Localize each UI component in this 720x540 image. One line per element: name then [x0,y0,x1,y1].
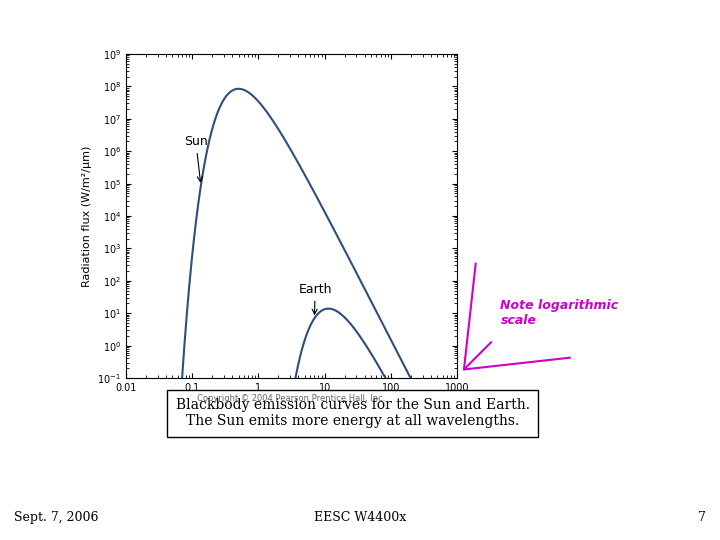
Text: EESC W4400x: EESC W4400x [314,511,406,524]
Text: Sept. 7, 2006: Sept. 7, 2006 [14,511,99,524]
Text: Copyright © 2004 Pearson Prentice Hall, Inc.: Copyright © 2004 Pearson Prentice Hall, … [197,394,386,403]
Text: Blackbody emission curves for the Sun and Earth.
The Sun emits more energy at al: Blackbody emission curves for the Sun an… [176,398,530,428]
Text: Note logarithmic
scale: Note logarithmic scale [500,299,618,327]
Text: Sun: Sun [184,135,207,181]
Text: Earth: Earth [298,283,332,314]
Text: 7: 7 [698,511,706,524]
Y-axis label: Radiation flux (W/m²/μm): Radiation flux (W/m²/μm) [82,145,91,287]
X-axis label: Wavelength (μm): Wavelength (μm) [238,399,346,411]
